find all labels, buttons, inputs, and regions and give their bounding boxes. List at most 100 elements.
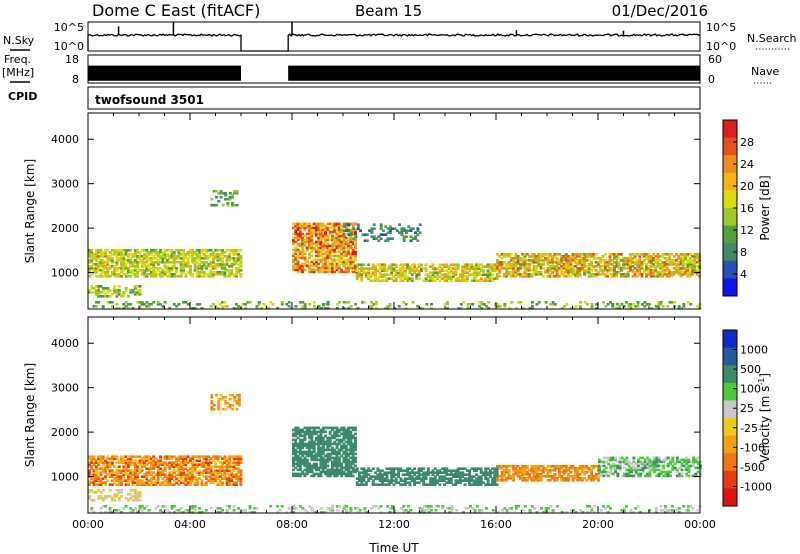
echo-cell — [108, 289, 112, 292]
echo-cell — [516, 273, 520, 276]
echo-cell — [136, 275, 140, 278]
echo-cell — [124, 253, 128, 256]
echo-cell — [88, 261, 91, 264]
echo-cell — [609, 464, 613, 468]
echo-cell — [193, 259, 197, 262]
echo-cell — [512, 269, 515, 272]
echo-cell — [546, 259, 550, 262]
echo-cell — [143, 455, 146, 458]
echo-cell — [317, 250, 321, 254]
echo-cell — [230, 479, 234, 482]
echo-cell — [312, 268, 316, 272]
echo-cell — [564, 263, 568, 266]
echo-cell — [294, 474, 298, 478]
echo-cell — [641, 303, 644, 306]
echo-cell — [376, 467, 380, 470]
echo-cell — [94, 479, 98, 482]
echo-cell — [639, 460, 643, 464]
echo-cell — [211, 257, 215, 260]
echo-cell — [354, 444, 357, 448]
echo-cell — [210, 401, 214, 405]
echo-cell — [646, 458, 650, 462]
echo-cell — [131, 461, 135, 464]
echo-cell — [601, 273, 605, 276]
echo-cell — [305, 240, 309, 244]
echo-cell — [106, 457, 110, 460]
echo-cell — [402, 235, 406, 238]
echo-cell — [523, 471, 527, 474]
echo-cell — [608, 259, 612, 262]
echo-cell — [94, 265, 98, 268]
echo-cell — [639, 456, 643, 460]
echo-cell — [335, 442, 339, 446]
echo-cell — [583, 471, 587, 474]
echo-cell — [317, 240, 321, 244]
echo-cell — [525, 259, 529, 262]
echo-cell — [294, 458, 298, 462]
echo-cell — [310, 244, 314, 248]
echo-cell — [136, 465, 140, 468]
echo-cell — [189, 479, 192, 482]
echo-cell — [294, 266, 298, 270]
echo-cell — [335, 468, 339, 472]
echo-cell — [454, 265, 458, 268]
echo-cell — [354, 438, 357, 442]
echo-cell — [175, 267, 179, 270]
echo-cell — [326, 268, 330, 272]
echo-cell — [562, 265, 566, 268]
echo-cell — [97, 251, 101, 254]
echo-cell — [221, 263, 224, 266]
echo-cell — [381, 475, 384, 478]
echo-cell — [117, 477, 121, 480]
echo-cell — [308, 462, 311, 466]
echo-cell — [237, 269, 241, 272]
echo-cell — [634, 470, 638, 474]
echo-cell — [604, 305, 608, 308]
echo-cell — [551, 303, 555, 306]
echo-cell — [239, 481, 243, 484]
echo-cell — [351, 250, 355, 254]
echo-cell — [354, 242, 357, 246]
echo-cell — [92, 255, 96, 258]
echo-cell — [416, 227, 420, 230]
echo-cell — [319, 436, 323, 440]
echo-cell — [374, 269, 377, 272]
echo-cell — [558, 269, 561, 272]
echo-cell — [349, 470, 353, 474]
echo-cell — [627, 472, 631, 476]
echo-cell — [97, 459, 101, 462]
echo-cell — [211, 261, 215, 264]
echo-cell — [122, 291, 126, 294]
echo-cell — [564, 255, 568, 258]
echo-cell — [493, 477, 497, 480]
echo-cell — [170, 265, 174, 268]
echo-cell — [454, 279, 458, 282]
echo-cell — [328, 238, 332, 242]
echo-cell — [507, 477, 511, 480]
echo-cell — [303, 432, 307, 436]
echo-cell — [140, 255, 144, 258]
echo-cell — [447, 275, 451, 278]
echo-cell — [120, 495, 123, 498]
echo-cell — [347, 266, 350, 270]
echo-cell — [472, 275, 476, 278]
echo-cell — [390, 263, 394, 266]
echo-cell — [92, 491, 96, 494]
echo-cell — [580, 467, 584, 470]
echo-cell — [182, 301, 185, 304]
echo-cell — [301, 262, 305, 266]
echo-cell — [548, 269, 552, 272]
echo-cell — [646, 474, 650, 478]
echo-cell — [371, 273, 375, 276]
echo-cell — [237, 471, 241, 474]
echo-cell — [560, 255, 564, 258]
echo-cell — [182, 271, 185, 274]
echo-cell — [127, 473, 130, 476]
echo-cell — [207, 467, 211, 470]
echo-cell — [152, 477, 156, 480]
echo-cell — [296, 270, 300, 274]
echo-cell — [507, 253, 511, 256]
echo-cell — [364, 267, 368, 270]
echo-cell — [331, 254, 334, 258]
echo-cell — [445, 275, 449, 278]
